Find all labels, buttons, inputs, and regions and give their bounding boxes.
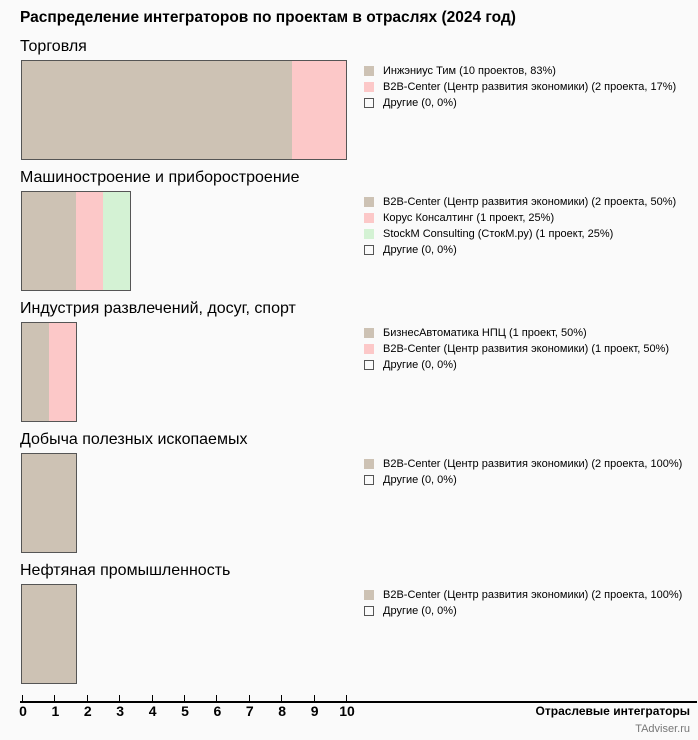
legend-label: B2B-Center (Центр развития экономики) (2… <box>383 81 677 93</box>
x-tick-label: 6 <box>213 703 222 719</box>
legend-item: Другие (0, 0%) <box>364 605 457 617</box>
legend-item: Другие (0, 0%) <box>364 97 457 109</box>
legend-swatch <box>364 328 374 338</box>
x-tick-label: 9 <box>310 703 319 719</box>
x-tick-label: 10 <box>339 703 355 719</box>
x-tick <box>313 695 315 702</box>
section-title: Нефтяная промышленность <box>20 562 231 579</box>
stacked-bar <box>21 60 347 160</box>
legend-swatch <box>364 197 374 207</box>
x-tick <box>281 695 283 702</box>
x-tick-label: 5 <box>181 703 189 719</box>
x-tick <box>22 695 23 702</box>
section-title: Машиностроение и приборостроение <box>20 169 300 186</box>
legend-item: Другие (0, 0%) <box>364 359 457 371</box>
credit: TAdviser.ru <box>635 723 690 735</box>
legend-label: Инжэниус Тим (10 проектов, 83%) <box>383 65 556 77</box>
legend-swatch <box>364 98 374 108</box>
x-tick-label: 3 <box>116 703 125 719</box>
x-tick <box>54 695 56 702</box>
bar-segment <box>22 192 76 290</box>
legend-item: Другие (0, 0%) <box>364 474 457 486</box>
legend-item: Корус Консалтинг (1 проект, 25%) <box>364 212 554 224</box>
legend-swatch <box>364 82 374 92</box>
stacked-bar <box>21 584 77 684</box>
legend-item: Другие (0, 0%) <box>364 244 457 256</box>
bar-segment <box>76 192 103 290</box>
legend-label: Корус Консалтинг (1 проект, 25%) <box>383 212 555 224</box>
x-tick-label: 7 <box>245 703 254 719</box>
x-tick <box>216 695 218 702</box>
legend-swatch <box>364 245 374 255</box>
legend-label: B2B-Center (Центр развития экономики) (2… <box>383 458 683 470</box>
legend-swatch <box>364 475 374 485</box>
x-tick-label: 2 <box>83 703 92 719</box>
legend-label: Другие (0, 0%) <box>383 359 457 371</box>
legend-label: Другие (0, 0%) <box>383 605 457 617</box>
section-title: Индустрия развлечений, досуг, спорт <box>20 300 296 317</box>
legend-swatch <box>364 213 374 223</box>
bar-segment <box>49 323 76 421</box>
x-axis <box>20 701 697 703</box>
chart-title: Распределение интеграторов по проектам в… <box>20 9 516 26</box>
bar-segment <box>22 585 76 683</box>
legend-item: StockM Consulting (СтокМ.ру) (1 проект, … <box>364 228 613 240</box>
legend-swatch <box>364 606 374 616</box>
section-title: Добыча полезных ископаемых <box>20 431 248 448</box>
legend-label: БизнесАвтоматика НПЦ (1 проект, 50%) <box>383 327 587 339</box>
bar-segment <box>103 192 130 290</box>
legend-item: B2B-Center (Центр развития экономики) (2… <box>364 81 676 93</box>
legend-item: БизнесАвтоматика НПЦ (1 проект, 50%) <box>364 327 587 339</box>
x-tick <box>86 695 88 702</box>
stacked-bar <box>21 191 131 291</box>
legend-label: B2B-Center (Центр развития экономики) (2… <box>383 196 677 208</box>
x-tick-label: 8 <box>278 703 287 719</box>
legend-item: B2B-Center (Центр развития экономики) (2… <box>364 458 682 470</box>
legend-label: Другие (0, 0%) <box>383 244 457 256</box>
bar-segment <box>22 454 76 552</box>
legend-swatch <box>364 344 374 354</box>
bar-segment <box>22 61 292 159</box>
x-tick-label: 1 <box>51 703 60 719</box>
legend-swatch <box>364 590 374 600</box>
legend-swatch <box>364 66 374 76</box>
legend-swatch <box>364 229 374 239</box>
stacked-bar <box>21 453 77 553</box>
x-tick-label: 0 <box>19 703 27 719</box>
legend-label: StockM Consulting (СтокМ.ру) (1 проект, … <box>383 228 614 240</box>
legend-item: B2B-Center (Центр развития экономики) (1… <box>364 343 669 355</box>
legend-item: B2B-Center (Центр развития экономики) (2… <box>364 196 676 208</box>
legend-label: B2B-Center (Центр развития экономики) (2… <box>383 589 683 601</box>
stacked-bar <box>21 322 77 422</box>
bar-segment <box>292 61 346 159</box>
legend-label: Другие (0, 0%) <box>383 474 457 486</box>
legend-item: B2B-Center (Центр развития экономики) (2… <box>364 589 682 601</box>
legend-item: Инжэниус Тим (10 проектов, 83%) <box>364 65 556 77</box>
legend-swatch <box>364 360 374 370</box>
x-tick-label: 4 <box>148 703 157 719</box>
legend-label: Другие (0, 0%) <box>383 97 457 109</box>
bar-segment <box>22 323 49 421</box>
legend-label: B2B-Center (Центр развития экономики) (1… <box>383 343 670 355</box>
x-tick <box>151 695 153 702</box>
x-tick <box>346 695 347 702</box>
section-title: Торговля <box>20 38 87 55</box>
x-axis-label: Отраслевые интеграторы <box>535 704 690 718</box>
legend-swatch <box>364 459 374 469</box>
x-tick <box>184 695 185 702</box>
x-tick <box>248 695 250 702</box>
x-tick <box>119 695 121 702</box>
